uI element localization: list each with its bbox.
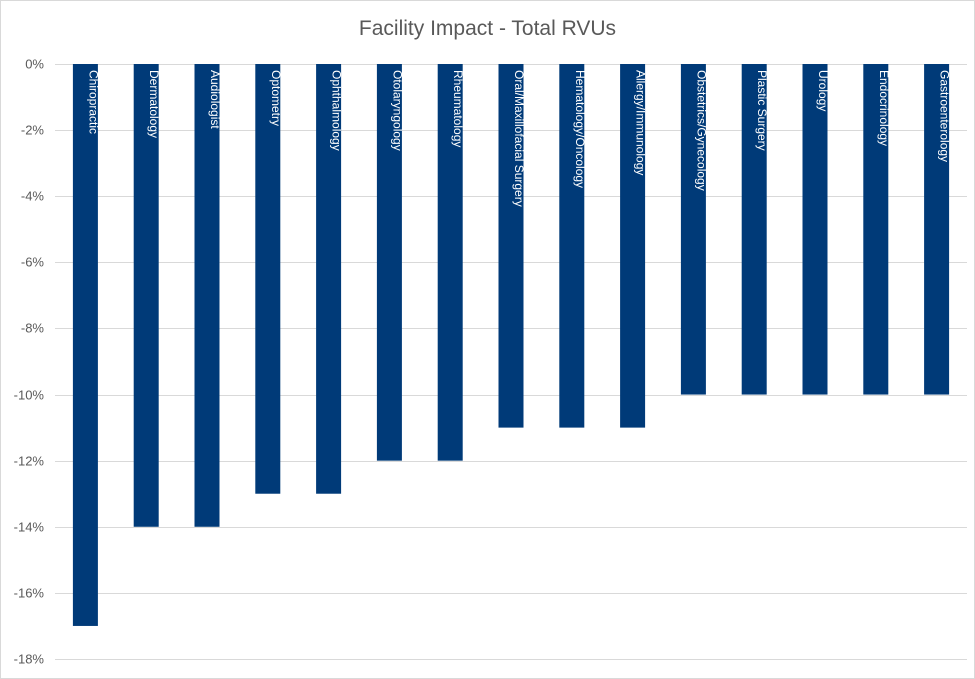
bar-category-label: Chiropractic	[86, 70, 100, 134]
bar-category-label: Plastic Surgery	[755, 70, 769, 151]
bar-category-label: Rheumatology	[451, 70, 465, 147]
bar-category-label: Hematology/Oncology	[573, 70, 587, 188]
bar	[255, 64, 281, 494]
bar	[498, 64, 524, 428]
bar-category-label: Dermatology	[147, 70, 161, 138]
y-tick-label: 0%	[25, 57, 44, 72]
bar	[437, 64, 463, 461]
y-tick-label: -18%	[14, 652, 45, 667]
y-tick-label: -10%	[14, 388, 45, 403]
y-tick-label: -4%	[21, 189, 45, 204]
y-tick-label: -14%	[14, 520, 45, 535]
bar	[924, 64, 950, 395]
bar	[72, 64, 98, 626]
bar-category-label: Audiologist	[208, 70, 222, 129]
y-axis-tick-labels: 0% -2% -4% -6% -8% -10% -12% -14% -16% -18%	[14, 57, 45, 667]
y-tick-label: -12%	[14, 454, 45, 469]
bar	[376, 64, 402, 461]
bar-category-label: Allergy/Immunology	[634, 70, 648, 175]
bar-category-label: Ophthalmology	[330, 70, 344, 151]
y-tick-label: -6%	[21, 255, 45, 270]
bar-category-label: Urology	[816, 70, 830, 111]
bar	[863, 64, 889, 395]
y-tick-label: -8%	[21, 321, 45, 336]
bar	[559, 64, 585, 428]
bar	[680, 64, 706, 395]
bar-labels: Chiropractic Dermatology Audiologist Optome…	[86, 70, 951, 207]
y-tick-label: -16%	[14, 586, 45, 601]
y-tick-label: -2%	[21, 123, 45, 138]
bar	[133, 64, 159, 527]
bar-category-label: Gastroenterology	[938, 70, 952, 162]
bar	[194, 64, 220, 527]
bar-category-label: Endocrinology	[877, 70, 891, 146]
bar	[741, 64, 767, 395]
bar	[620, 64, 646, 428]
bar-category-label: Oral/Maxillofacial Surgery	[512, 70, 526, 207]
bar-category-label: Optometry	[269, 70, 283, 126]
chart-title: Facility Impact - Total RVUs	[358, 17, 617, 40]
bar-category-label: Obstetrics/Gynecology	[694, 70, 708, 191]
bar	[316, 64, 342, 494]
bar-category-label: Otolaryngology	[390, 70, 404, 151]
bars	[72, 64, 950, 626]
bar	[802, 64, 828, 395]
